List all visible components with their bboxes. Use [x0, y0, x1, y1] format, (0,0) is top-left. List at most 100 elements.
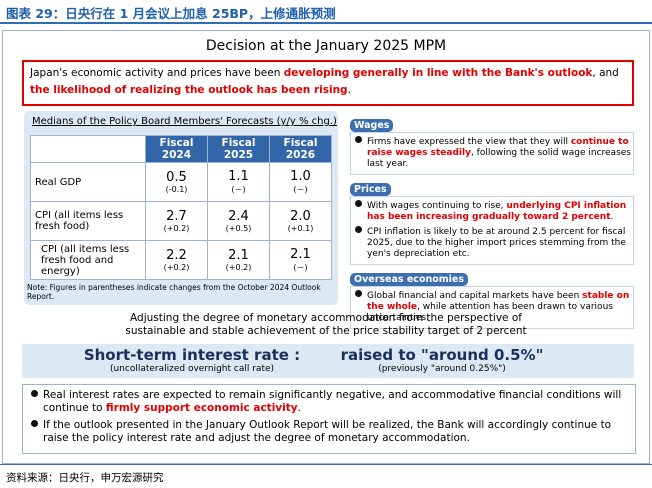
value: 2.1 — [228, 248, 249, 263]
column-header: Fiscal 2026 — [269, 135, 332, 163]
bullet-dot — [355, 136, 362, 143]
section: Overseas economies Global financial and c… — [350, 267, 634, 329]
text: , and — [592, 67, 619, 79]
bullet-dot — [355, 290, 362, 297]
decision-title: Decision at the January 2025 MPM — [205, 38, 447, 54]
change: (－) — [231, 185, 246, 194]
row: CPI (all items less fresh food and energ… — [30, 240, 332, 280]
section-heading: Overseas economies — [350, 273, 469, 286]
change: (+0.1) — [287, 224, 314, 233]
bullet: CPI inflation is likely to be at around … — [355, 226, 633, 260]
section-heading: Wages — [350, 119, 394, 132]
cell: 2.1 (－) — [269, 240, 332, 280]
emphasis: underlying CPI inflation has been increa… — [367, 201, 627, 222]
bullet-dot — [355, 200, 362, 207]
text: CPI inflation is likely to be at around … — [367, 227, 626, 259]
cell: 2.1 (+0.2) — [207, 240, 270, 280]
bullet-dot — [31, 420, 38, 427]
corner — [30, 135, 146, 163]
column-header: Fiscal 2025 — [207, 135, 270, 163]
change: (+0.2) — [225, 263, 252, 272]
text: Firms have expressed the view that they … — [367, 137, 571, 147]
value: 2.1 — [290, 247, 311, 262]
cell: 2.7 (+0.2) — [145, 201, 208, 241]
cell: 2.0 (+0.1) — [269, 201, 332, 241]
section-body: Global financial and capital markets hav… — [350, 286, 634, 329]
source: 资料来源：日央行，申万宏源研究 — [6, 472, 164, 484]
forecast-panel: Medians of the Policy Board Members' For… — [24, 111, 338, 305]
rule — [0, 22, 652, 24]
frame — [2, 30, 650, 464]
text: Real interest rates are expected to rema… — [43, 389, 622, 414]
emphasis: the likelihood of realizing the outlook … — [30, 84, 348, 96]
bullet-dot — [31, 390, 38, 397]
row-label: CPI (all items less fresh food) — [30, 201, 146, 241]
row: CPI (all items less fresh food) 2.7 (+0.2)… — [30, 201, 332, 241]
bullet: With wages continuing to rise, underlyin… — [355, 200, 633, 223]
text: With wages continuing to rise, — [367, 201, 507, 211]
cell: 2.4 (+0.5) — [207, 201, 270, 241]
change: (－) — [293, 185, 308, 194]
bullet-dot — [355, 226, 362, 233]
adjust-line: sustainable and stable achievement of th… — [125, 325, 527, 337]
text: . — [610, 212, 614, 222]
text: If the outlook presented in the January … — [43, 419, 612, 444]
value: 2.7 — [166, 209, 187, 224]
emphasis: developing generally in line with the Ba… — [283, 67, 593, 79]
emphasis: continue to raise wages steadily — [367, 137, 629, 158]
value: 1.0 — [290, 169, 311, 184]
text: , while attention has been drawn to vari… — [367, 302, 613, 323]
change: (+0.2) — [163, 263, 190, 272]
text: . — [347, 84, 351, 96]
section-heading: Prices — [350, 183, 391, 196]
forecast-table: Fiscal 2024 Fiscal 2025 Fiscal 2026 Real GD… — [30, 135, 332, 280]
section-body: Firms have expressed the view that they … — [350, 132, 634, 175]
rule — [0, 464, 652, 465]
bullet: Firms have expressed the view that they … — [355, 136, 633, 170]
forecast-title: Medians of the Policy Board Members' For… — [32, 116, 337, 127]
cell: 1.0 (－) — [269, 162, 332, 202]
value: 2.0 — [290, 209, 311, 224]
emphasis: stable on the whole — [367, 291, 630, 312]
bullet: Global financial and capital markets hav… — [355, 290, 633, 324]
adjust: Adjusting the degree of monetary accommo… — [0, 312, 652, 338]
row: Real GDP 0.5 (-0.1) 1.1 (－) 1.0 (－) — [30, 162, 332, 202]
bullet: If the outlook presented in the January … — [31, 419, 627, 445]
text: , following the solid wage increases las… — [367, 148, 631, 169]
rate-value: raised to "around 0.5%" — [340, 346, 544, 364]
column-header: Fiscal 2024 — [145, 135, 208, 163]
rate-sublabel: (uncollateralized overnight call rate) — [109, 364, 275, 374]
right-panel: Wages Firms have expressed the view that … — [350, 113, 634, 331]
value: 2.4 — [228, 209, 249, 224]
rate-box: Short-term interest rate : (uncollateral… — [22, 344, 634, 378]
cell: 1.1 (－) — [207, 162, 270, 202]
adjust-line: Adjusting the degree of monetary accommo… — [130, 312, 522, 324]
value: 2.2 — [166, 248, 187, 263]
bullet: Real interest rates are expected to rema… — [31, 389, 627, 415]
change: (+0.5) — [225, 224, 252, 233]
header-row: Fiscal 2024 Fiscal 2025 Fiscal 2026 — [30, 135, 332, 163]
text: Japan's economic activity and prices hav… — [30, 67, 284, 79]
section: Wages Firms have expressed the view that … — [350, 113, 634, 175]
summary: Japan's economic activity and prices hav… — [22, 60, 634, 106]
change: (-0.1) — [165, 185, 188, 194]
section-body: With wages continuing to rise, underlyin… — [350, 196, 634, 265]
row-label: CPI (all items less fresh food and energ… — [30, 240, 146, 280]
rate-previous: (previously "around 0.25%") — [378, 364, 506, 374]
note: Note: Figures in parentheses indicate ch… — [27, 283, 321, 301]
value: 1.1 — [228, 169, 249, 184]
row-label: Real GDP — [30, 162, 146, 202]
rate-label: Short-term interest rate : — [83, 346, 301, 364]
text: Global financial and capital markets hav… — [367, 291, 583, 301]
change: (－) — [293, 263, 308, 272]
bullets-box: Real interest rates are expected to rema… — [22, 384, 636, 454]
change: (+0.2) — [163, 224, 190, 233]
text: . — [297, 402, 301, 414]
emphasis: firmly support economic activity — [105, 402, 298, 414]
figure-title: 图表 29：日央行在 1 月会议上加息 25BP，上修通胀预测 — [6, 6, 336, 21]
value: 0.5 — [166, 170, 187, 185]
section: Prices With wages continuing to rise, und… — [350, 177, 634, 265]
cell: 2.2 (+0.2) — [145, 240, 208, 280]
cell: 0.5 (-0.1) — [145, 162, 208, 202]
